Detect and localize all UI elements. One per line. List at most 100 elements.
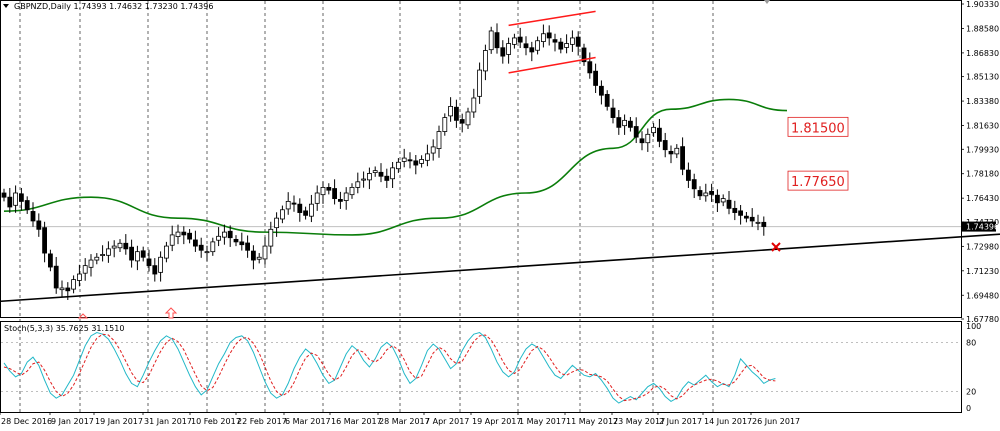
channel-upper-line[interactable] <box>508 10 596 27</box>
candle-body <box>100 254 105 256</box>
candle-body <box>558 41 564 50</box>
level-annotations: 1.81500 1.77650 <box>787 116 849 191</box>
candle-body <box>384 175 390 181</box>
candle-body <box>401 157 407 162</box>
candle-body <box>697 190 703 197</box>
red-x-icon <box>771 242 781 252</box>
candle-body <box>53 265 59 289</box>
current-price-tag: 1.74396 <box>962 221 999 232</box>
up-arrow-icon <box>164 307 178 319</box>
level-box <box>787 170 849 191</box>
price-tick-label: 1.72980 <box>966 242 999 251</box>
candle-body <box>314 192 320 204</box>
candle-body <box>192 239 198 247</box>
candle-body <box>372 170 378 174</box>
candle-body <box>250 250 256 261</box>
date-tick-label: 11 May 2017 <box>566 417 618 426</box>
candle-body <box>134 251 140 262</box>
candle-body <box>395 161 401 170</box>
candle-body <box>36 220 42 230</box>
candle-body <box>378 171 384 177</box>
candle-body <box>262 245 268 260</box>
candle-body <box>488 30 494 51</box>
candle-body <box>210 241 216 253</box>
candle-body <box>424 153 430 161</box>
candle-body <box>662 140 668 151</box>
price-tick-label: 1.79930 <box>966 145 999 154</box>
candle-body <box>581 47 587 63</box>
candle-body <box>442 117 448 132</box>
date-tick-label: 2 Jun 2017 <box>659 417 702 426</box>
candlestick-series <box>1 23 767 301</box>
candle-body <box>430 146 436 154</box>
candle-body <box>593 70 598 86</box>
candle-body <box>123 242 129 250</box>
candle-body <box>355 181 361 188</box>
channel-lower-line[interactable] <box>508 56 596 74</box>
stoch-tick-label: 80 <box>966 338 976 347</box>
candle-body <box>82 265 88 274</box>
price-tick-label: 1.86830 <box>966 49 999 58</box>
candle-body <box>732 207 738 213</box>
candle-body <box>129 246 135 261</box>
candle-body <box>106 248 111 256</box>
candle-body <box>13 192 19 206</box>
date-tick-label: 10 Feb 2017 <box>191 417 241 426</box>
price-tick-label: 1.71230 <box>966 267 999 276</box>
candle-body <box>639 138 645 144</box>
date-tick-label: 16 Mar 2017 <box>331 417 382 426</box>
date-tick-label: 14 Jun 2017 <box>704 417 752 426</box>
candle-body <box>407 159 413 162</box>
candle-body <box>749 216 755 222</box>
price-tick-label: 1.85130 <box>966 73 999 82</box>
candle-body <box>703 192 709 197</box>
candle-body <box>616 117 622 128</box>
price-tick-label: 1.67780 <box>966 315 999 324</box>
candle-body <box>59 287 65 291</box>
date-tick-label: 28 Dec 2016 <box>1 417 52 426</box>
candle-body <box>30 211 36 222</box>
candle-body <box>657 127 662 142</box>
small-triangle-icon <box>764 0 770 4</box>
candle-body <box>453 106 459 121</box>
support-trendline[interactable] <box>0 233 1000 303</box>
candle-body <box>256 256 262 260</box>
candle-body <box>523 43 529 49</box>
candle-body <box>494 32 500 49</box>
candle-body <box>645 133 651 144</box>
candle-body <box>343 192 349 201</box>
price-tick-label: 1.88580 <box>966 24 999 33</box>
candle-body <box>668 150 674 155</box>
candle-body <box>651 126 656 134</box>
candle-body <box>715 194 720 204</box>
collapse-triangle-icon[interactable] <box>3 4 9 8</box>
level-box <box>787 116 849 137</box>
candle-body <box>268 228 274 247</box>
candle-body <box>448 105 454 117</box>
date-tick-label: 7 Apr 2017 <box>425 417 469 426</box>
price-axis: 1.90330 1.88580 1.86830 1.85130 1.83380 1.816… <box>961 0 999 324</box>
candle-body <box>216 235 222 241</box>
candle-body <box>564 43 569 48</box>
candle-body <box>117 242 123 249</box>
candle-body <box>709 190 714 195</box>
date-tick-label: 28 Mar 2017 <box>379 417 430 426</box>
level-label: 1.77650 <box>791 175 845 190</box>
stoch-signal-line <box>3 333 776 402</box>
candle-body <box>71 279 76 290</box>
candle-body <box>604 93 610 107</box>
candle-body <box>471 97 477 113</box>
price-tick-label: 1.78180 <box>966 170 999 179</box>
candle-body <box>181 231 187 236</box>
date-tick-label: 6 Mar 2017 <box>285 417 331 426</box>
candle-body <box>575 36 581 47</box>
candle-body <box>599 85 604 96</box>
candle-body <box>535 40 540 51</box>
candle-body <box>436 131 442 149</box>
candle-body <box>285 200 291 210</box>
candle-body <box>500 47 506 57</box>
candle-body <box>18 193 24 202</box>
stoch-main-line <box>3 332 776 404</box>
date-tick-label: 23 May 2017 <box>613 417 665 426</box>
